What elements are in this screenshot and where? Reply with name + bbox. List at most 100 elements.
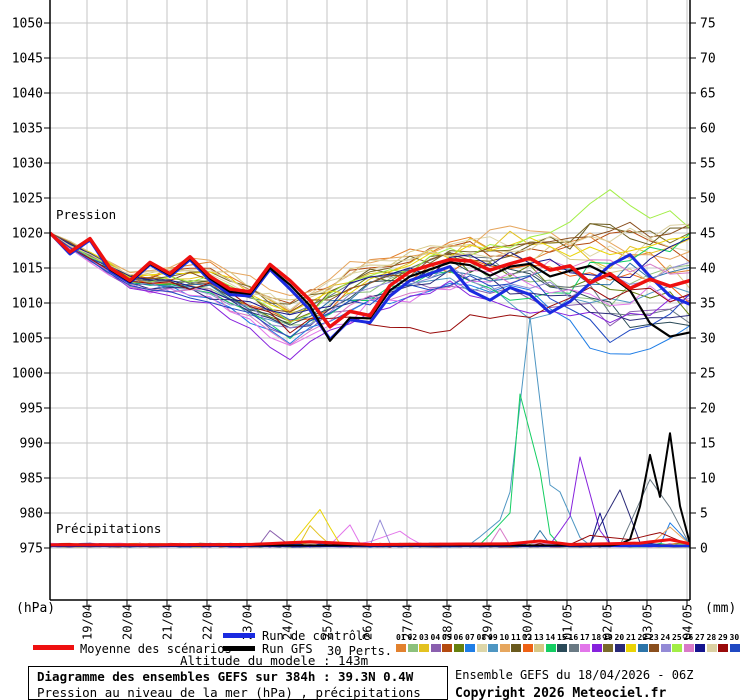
model-altitude-text: Altitude du modele : 143m (180, 653, 369, 668)
control-swatch (223, 633, 255, 638)
left-tick-label: 1035 (12, 122, 43, 137)
right-tick-label: 65 (700, 87, 716, 102)
left-tick-label: 985 (20, 472, 43, 487)
left-tick-label: 1040 (12, 87, 43, 102)
pert-cell-28: 28 (706, 633, 719, 652)
pert-color-swatch (683, 644, 694, 652)
pert-number: 03 (419, 633, 429, 642)
pert-color-swatch (649, 644, 659, 652)
perturbation-color-strip: 01 02 03 04 05 06 07 08 09 10 11 12 13 14 15 16 17 18 19 20… (396, 633, 740, 652)
left-tick-label: 1005 (12, 332, 43, 347)
pert-number: 07 (465, 633, 475, 642)
pert-color-swatch (626, 644, 636, 652)
pert-cell-27: 27 (695, 633, 707, 652)
left-tick-label: 1050 (12, 17, 43, 32)
copyright-text: Copyright 2026 Meteociel.fr (455, 686, 667, 700)
pert-cell-10: 10 (499, 633, 512, 652)
pert-cell-25: 25 (672, 633, 684, 652)
right-tick-label: 70 (700, 52, 716, 67)
pert-color-swatch (465, 644, 475, 652)
pert-color-swatch (419, 644, 429, 652)
chart-title-box: Diagramme des ensembles GEFS sur 384h : … (28, 666, 448, 700)
pert-number: 20 (614, 633, 625, 642)
pressure-member-21 (50, 232, 690, 313)
right-tick-label: 40 (700, 262, 716, 277)
pert-number: 04 (430, 633, 441, 642)
date-label: 04/05 (681, 604, 695, 640)
pert-color-swatch (534, 644, 544, 652)
mean-swatch (33, 645, 74, 650)
pert-number: 18 (591, 633, 602, 642)
date-label: 03/05 (641, 604, 655, 640)
date-label: 23/04 (241, 604, 255, 640)
date-label: 01/05 (561, 604, 575, 640)
date-label: 25/04 (321, 604, 335, 640)
pert-number: 19 (603, 633, 613, 642)
chart-title: Diagramme des ensembles GEFS sur 384h : … (37, 669, 414, 684)
pressure-section-label: Pression (56, 207, 117, 222)
pressure-member-30 (50, 232, 690, 343)
left-tick-label: 975 (20, 542, 43, 557)
left-tick-label: 1020 (12, 227, 43, 242)
pert-number: 27 (695, 633, 705, 642)
pert-color-swatch (557, 644, 567, 652)
pert-color-swatch (430, 644, 441, 652)
pert-cell-04: 04 (430, 633, 443, 652)
pressure-member-17 (50, 232, 690, 346)
chart-subtitle: Pression au niveau de la mer (hPa) , pré… (37, 685, 421, 700)
pressure-member-02 (50, 232, 690, 326)
pert-cell-06: 06 (453, 633, 466, 652)
mean-legend-label: Moyenne des scénarios (80, 642, 232, 656)
pert-cell-05: 05 (442, 633, 454, 652)
right-tick-label: 0 (700, 542, 708, 557)
pressure-member-23 (50, 221, 690, 313)
pert-number: 13 (534, 633, 544, 642)
date-label: 20/04 (121, 604, 135, 640)
pert-color-swatch (614, 644, 625, 652)
pressure-member-27 (50, 232, 690, 316)
pert-cell-08: 08 (476, 633, 489, 652)
pert-cell-29: 29 (718, 633, 730, 652)
pert-color-swatch (442, 644, 452, 652)
pert-cell-01: 01 (396, 633, 408, 652)
pert-color-swatch (568, 644, 579, 652)
right-tick-label: 30 (700, 332, 716, 347)
pert-number: 22 (637, 633, 648, 642)
left-tick-label: 980 (20, 507, 43, 522)
pert-number: 17 (580, 633, 590, 642)
pert-cell-02: 02 (407, 633, 420, 652)
pressure-member-25 (50, 189, 690, 323)
left-tick-label: 1015 (12, 262, 43, 277)
pert-color-swatch (591, 644, 602, 652)
date-label: 29/04 (481, 604, 495, 640)
pert-cell-19: 19 (603, 633, 615, 652)
precip-member-20 (50, 489, 690, 548)
pert-number: 29 (718, 633, 728, 642)
pert-color-swatch (603, 644, 613, 652)
date-label: 22/04 (201, 604, 215, 640)
right-tick-label: 15 (700, 437, 716, 452)
pert-cell-21: 21 (626, 633, 638, 652)
pert-color-swatch (453, 644, 464, 652)
pert-color-swatch (499, 644, 510, 652)
right-axis-unit: (mm) (705, 601, 737, 616)
precip-section-label: Précipitations (56, 521, 162, 536)
run-info-text: Ensemble GEFS du 18/04/2026 - 06Z (455, 668, 694, 682)
pert-color-swatch (729, 644, 740, 652)
pert-number: 16 (568, 633, 579, 642)
pert-number: 28 (706, 633, 717, 642)
pert-number: 09 (488, 633, 498, 642)
left-tick-label: 1000 (12, 367, 43, 382)
gfs-swatch (223, 646, 255, 651)
pressure-member-07 (50, 232, 690, 355)
right-tick-label: 5 (700, 507, 708, 522)
pert-color-swatch (637, 644, 648, 652)
pert-number: 14 (545, 633, 556, 642)
date-label: 30/04 (521, 604, 535, 640)
date-label: 27/04 (401, 604, 415, 640)
pert-cell-24: 24 (660, 633, 673, 652)
pert-number: 12 (522, 633, 533, 642)
pert-color-swatch (580, 644, 590, 652)
